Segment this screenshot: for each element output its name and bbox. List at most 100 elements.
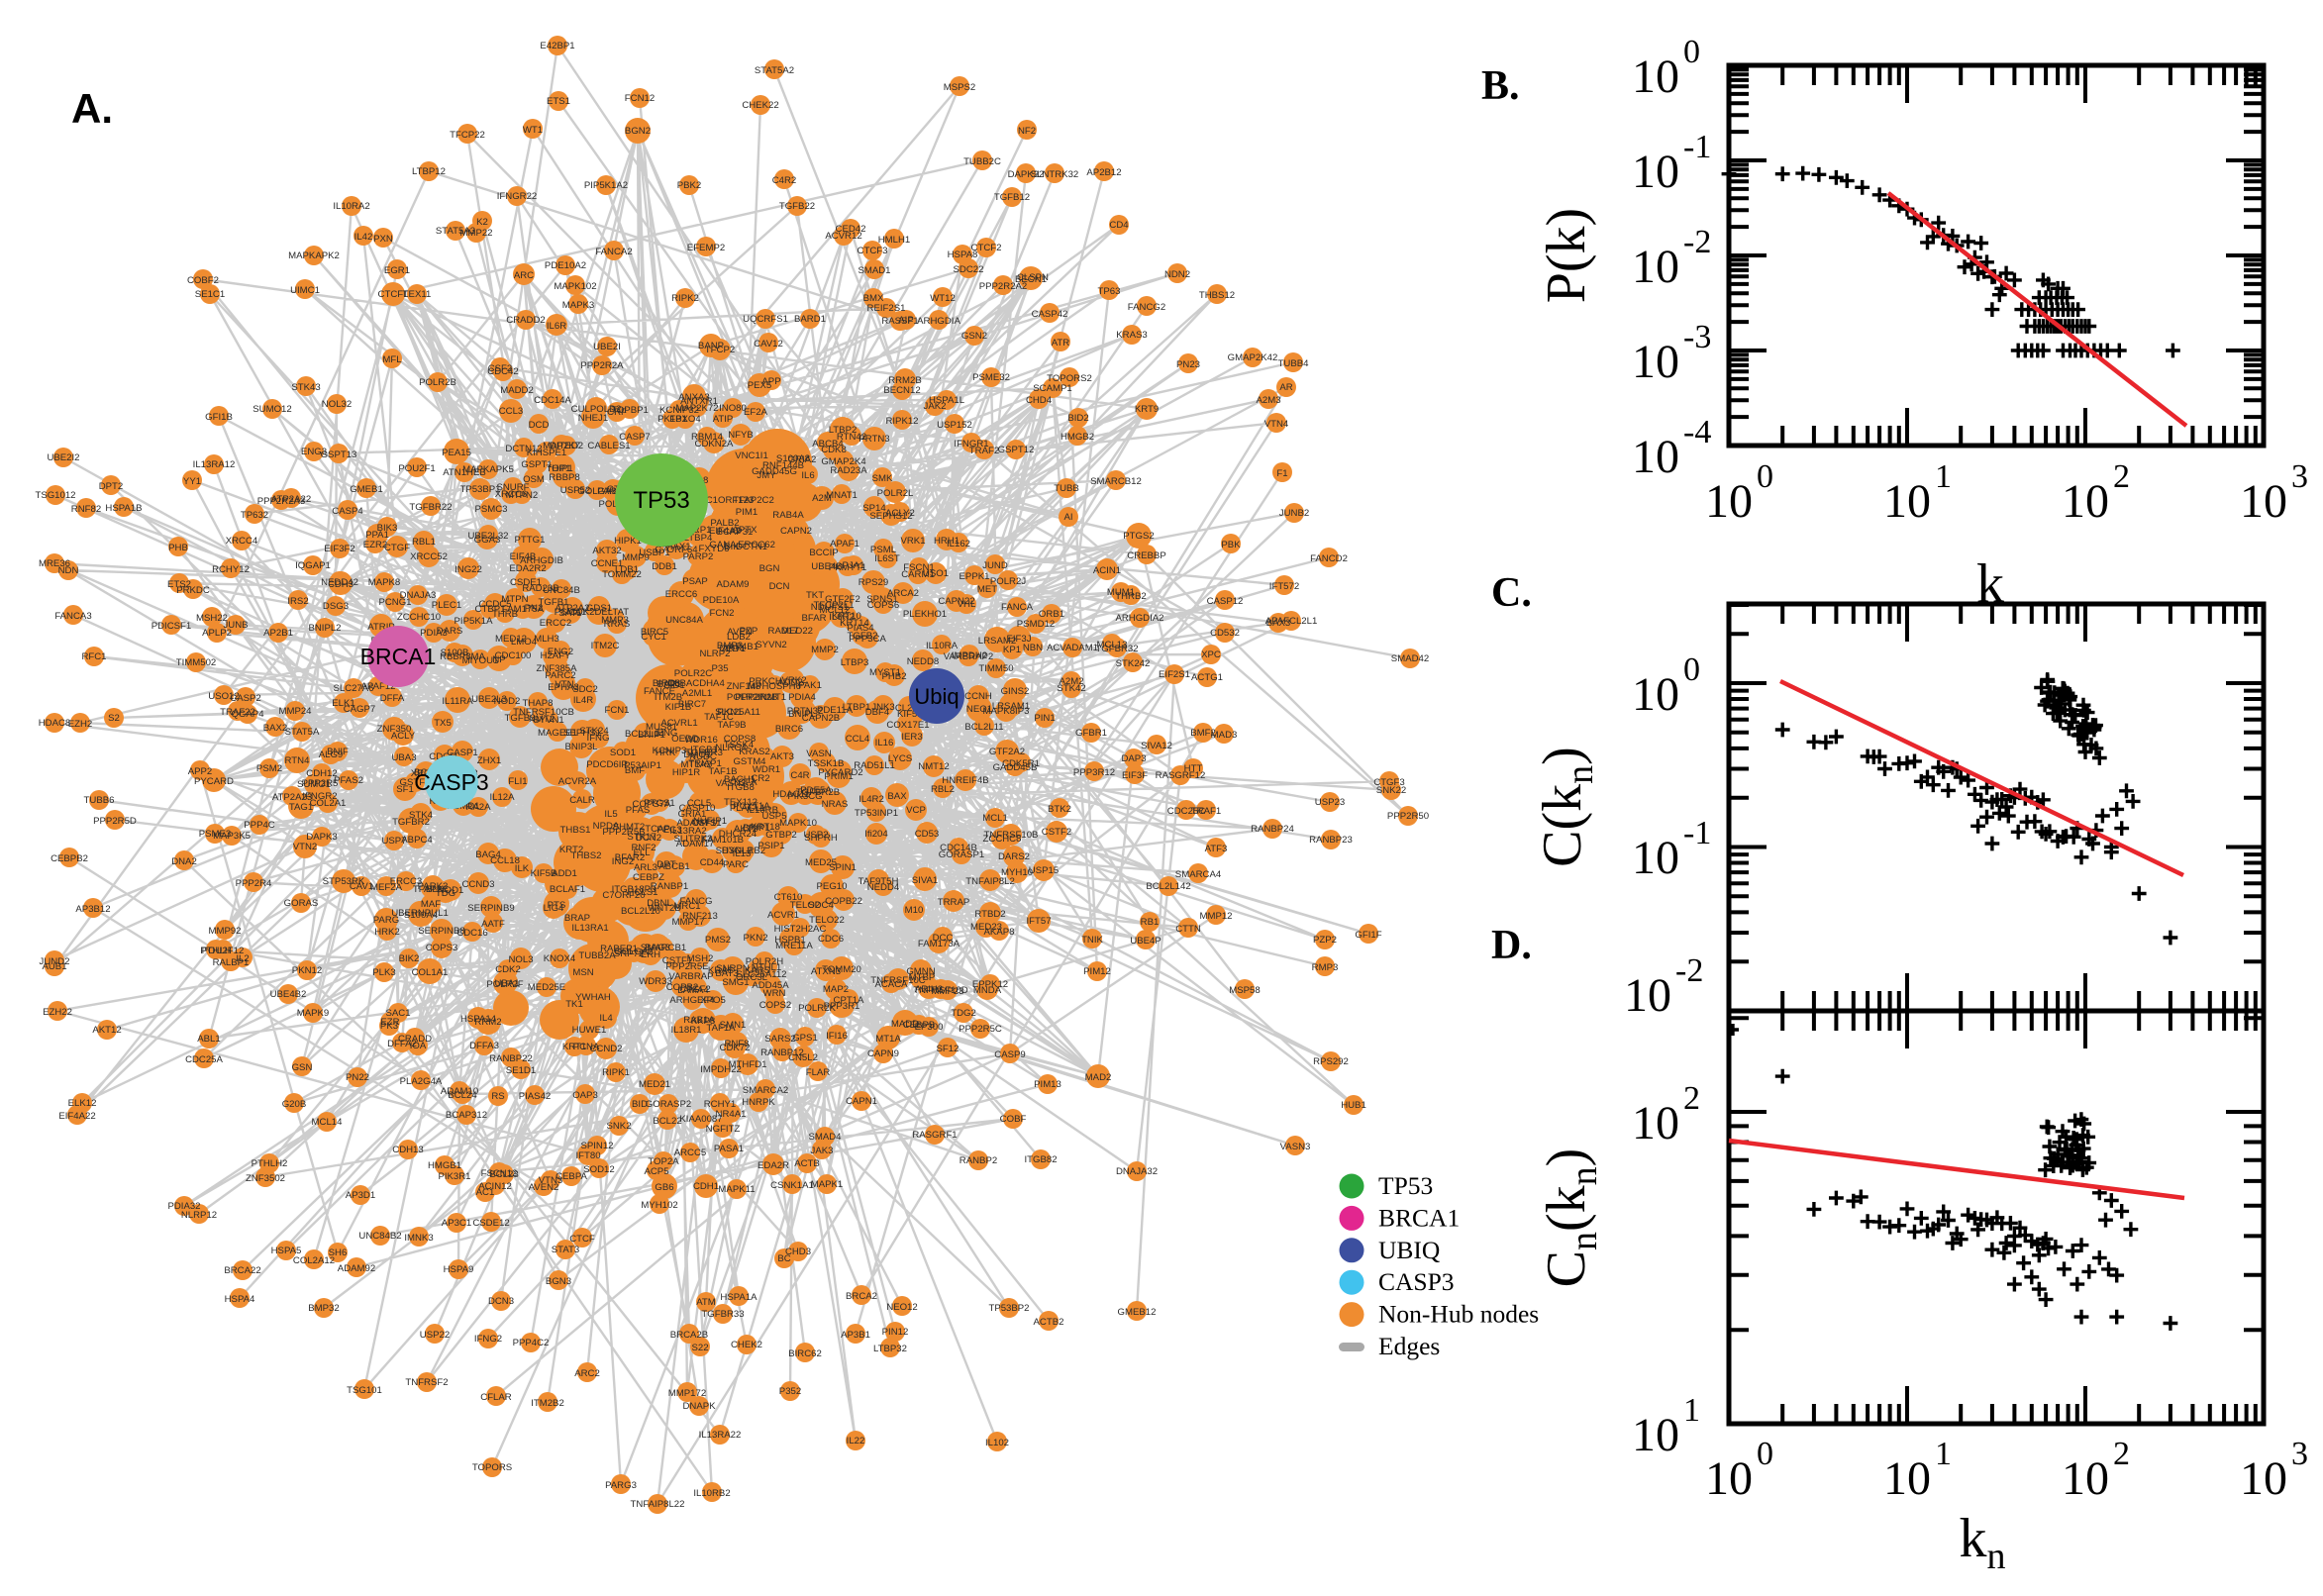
svg-text:GFI1B: GFI1B xyxy=(205,412,233,423)
svg-text:TP63: TP63 xyxy=(1098,286,1121,297)
svg-text:KNOX4: KNOX4 xyxy=(544,953,576,964)
svg-text:SHPRH: SHPRH xyxy=(804,833,838,844)
svg-text:PPP4C: PPP4C xyxy=(244,820,275,831)
svg-text:NLRP12: NLRP12 xyxy=(181,1210,217,1221)
svg-text:IL4: IL4 xyxy=(599,1013,613,1024)
svg-text:COPS2: COPS2 xyxy=(759,1000,792,1011)
svg-text:PDICSF1: PDICSF1 xyxy=(152,621,192,632)
svg-text:PTGS1: PTGS1 xyxy=(644,798,674,809)
svg-text:S2: S2 xyxy=(108,713,120,724)
svg-text:POLR2J: POLR2J xyxy=(990,576,1026,587)
svg-text:10: 10 xyxy=(1883,1452,1931,1505)
svg-text:APAF1: APAF1 xyxy=(830,539,859,549)
svg-text:WT1: WT1 xyxy=(523,125,543,136)
svg-text:SOD1: SOD1 xyxy=(610,748,636,758)
svg-text:TEX11: TEX11 xyxy=(403,289,432,300)
svg-text:CDC6: CDC6 xyxy=(818,934,844,945)
svg-text:RAD23A: RAD23A xyxy=(830,465,867,476)
svg-text:RAB4A: RAB4A xyxy=(772,510,804,521)
svg-text:LTBP12: LTBP12 xyxy=(412,166,446,177)
svg-text:NEDD8: NEDD8 xyxy=(907,656,940,667)
svg-text:TGFA: TGFA xyxy=(732,777,758,788)
svg-text:P53AIP1: P53AIP1 xyxy=(624,760,661,771)
svg-text:POU2F1: POU2F1 xyxy=(398,463,435,474)
svg-text:P352: P352 xyxy=(779,1386,801,1397)
svg-text:DAPK32: DAPK32 xyxy=(1008,169,1045,180)
svg-text:CCND2: CCND2 xyxy=(589,1044,622,1054)
svg-text:EZH2: EZH2 xyxy=(68,719,93,730)
svg-text:IL22: IL22 xyxy=(847,1436,865,1446)
svg-text:ACIN12: ACIN12 xyxy=(478,1181,512,1192)
svg-text:ZCCHC10: ZCCHC10 xyxy=(397,612,441,623)
svg-text:VASN: VASN xyxy=(806,748,831,759)
svg-text:Edges: Edges xyxy=(1378,1332,1440,1360)
svg-text:TFAP2C: TFAP2C xyxy=(413,884,449,895)
svg-text:PARG3: PARG3 xyxy=(605,1480,637,1491)
svg-text:CTGF3: CTGF3 xyxy=(1373,777,1404,788)
svg-text:GFBR1: GFBR1 xyxy=(1075,728,1107,739)
svg-text:TAF1B: TAF1B xyxy=(708,766,737,777)
svg-text:BCL2: BCL2 xyxy=(414,767,438,778)
svg-text:GSPT12: GSPT12 xyxy=(998,445,1035,455)
svg-text:ITM2C: ITM2C xyxy=(591,641,620,651)
svg-text:SMARCA4: SMARCA4 xyxy=(1175,869,1222,880)
svg-text:C7ORF64: C7ORF64 xyxy=(655,545,698,555)
svg-text:PMS2: PMS2 xyxy=(705,935,731,946)
svg-text:MMP12: MMP12 xyxy=(1199,911,1232,922)
svg-text:PKMYT1: PKMYT1 xyxy=(829,562,866,573)
svg-text:MT1A: MT1A xyxy=(875,1034,901,1045)
svg-text:TOPORS2: TOPORS2 xyxy=(1047,373,1092,384)
svg-text:CHD3: CHD3 xyxy=(785,1247,811,1257)
svg-text:ZHX1: ZHX1 xyxy=(477,755,502,766)
svg-text:COPS6: COPS6 xyxy=(867,600,900,611)
svg-text:2: 2 xyxy=(1683,1080,1700,1117)
svg-text:CED42: CED42 xyxy=(836,224,866,235)
svg-text:HSPA1L: HSPA1L xyxy=(929,395,965,406)
svg-text:GRIA2: GRIA2 xyxy=(788,454,817,465)
svg-text:BCLAF1: BCLAF1 xyxy=(550,884,585,895)
svg-text:ZNF350: ZNF350 xyxy=(377,724,412,735)
svg-text:DCN: DCN xyxy=(769,581,790,592)
svg-text:CCDC5: CCDC5 xyxy=(478,599,511,610)
svg-text:BRIP1: BRIP1 xyxy=(743,823,770,834)
svg-text:FLAR: FLAR xyxy=(806,1067,831,1078)
svg-text:TRAF22: TRAF22 xyxy=(220,707,255,718)
svg-text:SERPINB8: SERPINB8 xyxy=(418,926,464,937)
svg-text:PALB2: PALB2 xyxy=(710,518,739,529)
svg-text:UBE2I2: UBE2I2 xyxy=(47,452,79,463)
svg-text:KRAS3: KRAS3 xyxy=(1116,330,1147,341)
svg-text:CDH12: CDH12 xyxy=(306,768,337,779)
svg-text:DNAJA32: DNAJA32 xyxy=(1116,1166,1158,1177)
svg-text:POLR2L: POLR2L xyxy=(877,488,914,499)
svg-text:SIVA1: SIVA1 xyxy=(912,875,939,886)
svg-text:CARM1: CARM1 xyxy=(901,569,935,580)
svg-text:TNFRSF10B: TNFRSF10B xyxy=(984,830,1039,841)
svg-text:IL10RA2: IL10RA2 xyxy=(333,201,369,212)
svg-text:PCNG1: PCNG1 xyxy=(378,597,411,608)
svg-text:NEO12: NEO12 xyxy=(886,1302,917,1313)
svg-text:10: 10 xyxy=(1632,50,1679,103)
svg-text:PSME32: PSME32 xyxy=(972,372,1010,383)
svg-text:CDH1: CDH1 xyxy=(693,1181,719,1192)
svg-text:TP53: TP53 xyxy=(633,487,689,514)
svg-text:PDIA3: PDIA3 xyxy=(420,628,448,639)
svg-text:ZCCHC8: ZCCHC8 xyxy=(983,834,1022,845)
svg-text:PIN1: PIN1 xyxy=(1034,713,1055,724)
svg-text:BNIPL2: BNIPL2 xyxy=(308,623,341,634)
svg-text:CHEK22: CHEK22 xyxy=(742,100,778,111)
svg-text:NLRP2: NLRP2 xyxy=(700,648,731,659)
svg-text:TOMM20: TOMM20 xyxy=(822,964,861,975)
svg-text:OEDD: OEDD xyxy=(671,734,699,745)
svg-text:SMAD42: SMAD42 xyxy=(1391,653,1429,664)
svg-text:SDC2: SDC2 xyxy=(572,684,598,695)
svg-text:BRCA2: BRCA2 xyxy=(846,1291,877,1302)
svg-text:PFAS: PFAS xyxy=(626,805,651,816)
svg-text:WRN: WRN xyxy=(763,988,786,999)
svg-text:ELL: ELL xyxy=(633,848,651,858)
svg-text:GSPT13: GSPT13 xyxy=(321,449,357,460)
svg-text:IL42: IL42 xyxy=(354,232,373,243)
svg-text:ITGB8: ITGB8 xyxy=(727,782,755,793)
svg-text:NUFIP1: NUFIP1 xyxy=(693,816,727,827)
svg-text:DLBACDHA4: DLBACDHA4 xyxy=(667,678,725,689)
svg-text:SPNS1: SPNS1 xyxy=(866,594,897,605)
